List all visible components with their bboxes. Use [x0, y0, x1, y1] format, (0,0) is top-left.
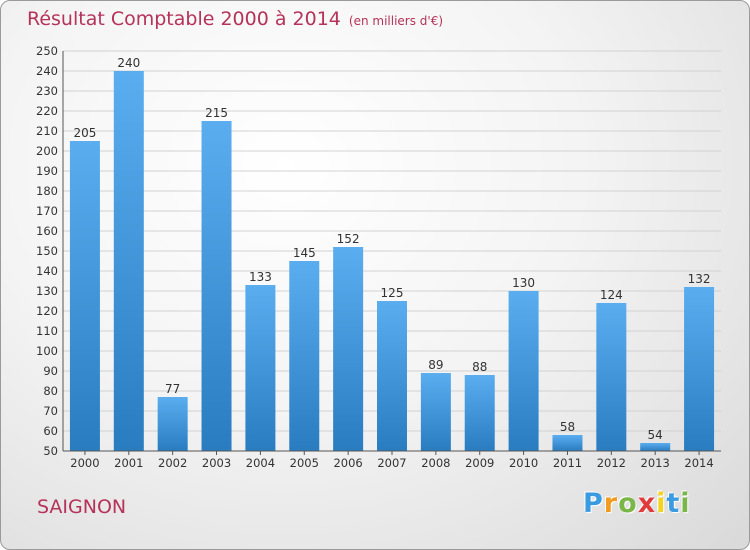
y-tick-label: 160: [36, 224, 58, 238]
y-tick-label: 110: [36, 324, 58, 338]
x-tick-label: 2008: [421, 456, 450, 470]
bar-2008: [420, 373, 451, 451]
value-label: 54: [648, 428, 663, 442]
value-label: 215: [205, 106, 228, 120]
x-tick-label: 2005: [290, 456, 319, 470]
y-tick-label: 180: [36, 184, 58, 198]
x-tick-label: 2006: [333, 456, 362, 470]
y-tick-label: 60: [43, 424, 58, 438]
bar-2009: [464, 375, 495, 451]
x-tick-label: 2007: [377, 456, 406, 470]
x-tick-label: 2014: [684, 456, 713, 470]
chart-title-text: Résultat Comptable 2000 à 2014: [27, 8, 341, 30]
value-label: 124: [600, 288, 623, 302]
y-tick-label: 100: [36, 344, 58, 358]
x-tick-label: 2011: [553, 456, 582, 470]
bar-2014: [684, 287, 715, 451]
x-tick-label: 2002: [158, 456, 187, 470]
logo-letter: r: [603, 488, 619, 519]
value-label: 88: [472, 360, 487, 374]
x-tick-label: 2012: [597, 456, 626, 470]
proxiti-logo: Proxiti: [583, 488, 691, 519]
chart-title: Résultat Comptable 2000 à 2014 (en millie…: [27, 8, 443, 30]
x-tick-label: 2004: [246, 456, 275, 470]
y-tick-label: 250: [36, 44, 58, 58]
value-label: 205: [73, 126, 96, 140]
y-tick-label: 130: [36, 284, 58, 298]
x-tick-label: 2013: [641, 456, 670, 470]
y-tick-label: 210: [36, 124, 58, 138]
value-label: 77: [165, 382, 180, 396]
bar-2007: [377, 301, 407, 451]
y-tick-label: 90: [43, 364, 58, 378]
logo-letter: t: [666, 488, 681, 519]
bar-2004: [245, 285, 276, 451]
y-tick-label: 200: [36, 144, 58, 158]
value-label: 125: [381, 286, 404, 300]
value-label: 145: [293, 246, 316, 260]
value-label: 152: [337, 232, 360, 246]
y-tick-label: 170: [36, 204, 58, 218]
bar-2010: [508, 291, 539, 451]
value-label: 132: [688, 272, 711, 286]
y-tick-label: 230: [36, 84, 58, 98]
bar-2005: [289, 261, 320, 451]
value-label: 58: [560, 420, 575, 434]
y-tick-label: 220: [36, 104, 58, 118]
value-label: 130: [512, 276, 535, 290]
y-tick-label: 140: [36, 264, 58, 278]
x-tick-label: 2009: [465, 456, 494, 470]
logo-letter: x: [637, 488, 657, 519]
city-name: SAIGNON: [37, 496, 127, 518]
y-tick-label: 70: [43, 404, 58, 418]
value-label: 240: [117, 56, 140, 70]
logo-letter: P: [583, 488, 604, 519]
x-tick-label: 2010: [509, 456, 538, 470]
bar-2002: [157, 397, 188, 451]
bar-2003: [201, 121, 232, 451]
value-label: 89: [428, 358, 443, 372]
logo-letter: o: [618, 488, 638, 519]
bar-2013: [640, 443, 671, 451]
bar-2006: [333, 247, 364, 451]
chart-subtitle: (en milliers d'€): [348, 14, 444, 28]
x-tick-label: 2003: [202, 456, 231, 470]
y-tick-label: 80: [43, 384, 58, 398]
axes: 50 60 70 80 90 100 110 120 130 140 150 160 170 180 190…: [36, 44, 721, 470]
bar-2000: [69, 141, 100, 451]
bars: 205 240 77 215 133 145 152 125 89 88 130 58 124 54 132: [69, 56, 715, 451]
x-tick-label: 2001: [114, 456, 143, 470]
y-tick-label: 50: [43, 444, 58, 458]
y-tick-label: 240: [36, 64, 58, 78]
y-tick-label: 150: [36, 244, 58, 258]
y-tick-label: 120: [36, 304, 58, 318]
y-tick-label: 190: [36, 164, 58, 178]
bar-2011: [552, 435, 583, 451]
logo-letter: i: [656, 488, 667, 519]
x-tick-label: 2000: [70, 456, 99, 470]
value-label: 133: [249, 270, 272, 284]
bar-2001: [113, 71, 144, 451]
bar-2012: [596, 303, 627, 451]
logo-letter: i: [680, 488, 691, 519]
